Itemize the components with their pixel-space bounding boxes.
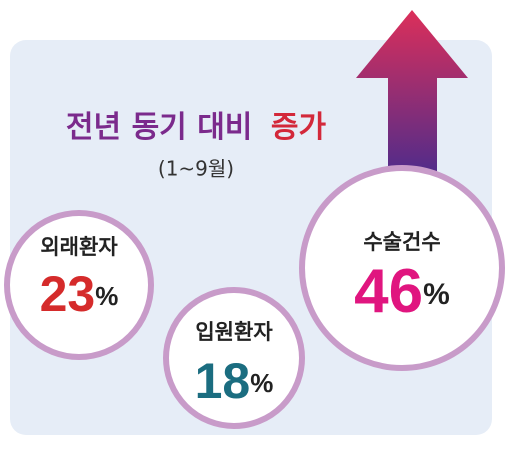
unit: %: [423, 278, 450, 311]
item-label: 입원환자: [195, 320, 273, 344]
circle: [4, 210, 154, 360]
value: 18: [195, 353, 251, 409]
circle: [299, 165, 505, 371]
title-main: 전년 동기 대비: [66, 110, 253, 145]
item-label: 수술건수: [363, 230, 440, 254]
unit: %: [250, 368, 273, 398]
item-value: 23%: [40, 266, 119, 322]
period: (1~9월): [158, 157, 234, 181]
title-highlight: 증가: [271, 110, 327, 145]
circle: [163, 287, 305, 429]
value: 46: [354, 257, 423, 326]
title: 전년 동기 대비 증가: [66, 110, 327, 145]
item-value: 18%: [195, 353, 274, 409]
item-label: 외래환자: [40, 235, 118, 259]
item-value: 46%: [354, 257, 450, 326]
value: 23: [40, 266, 96, 322]
increase-arrow: [356, 10, 468, 180]
unit: %: [95, 281, 118, 311]
